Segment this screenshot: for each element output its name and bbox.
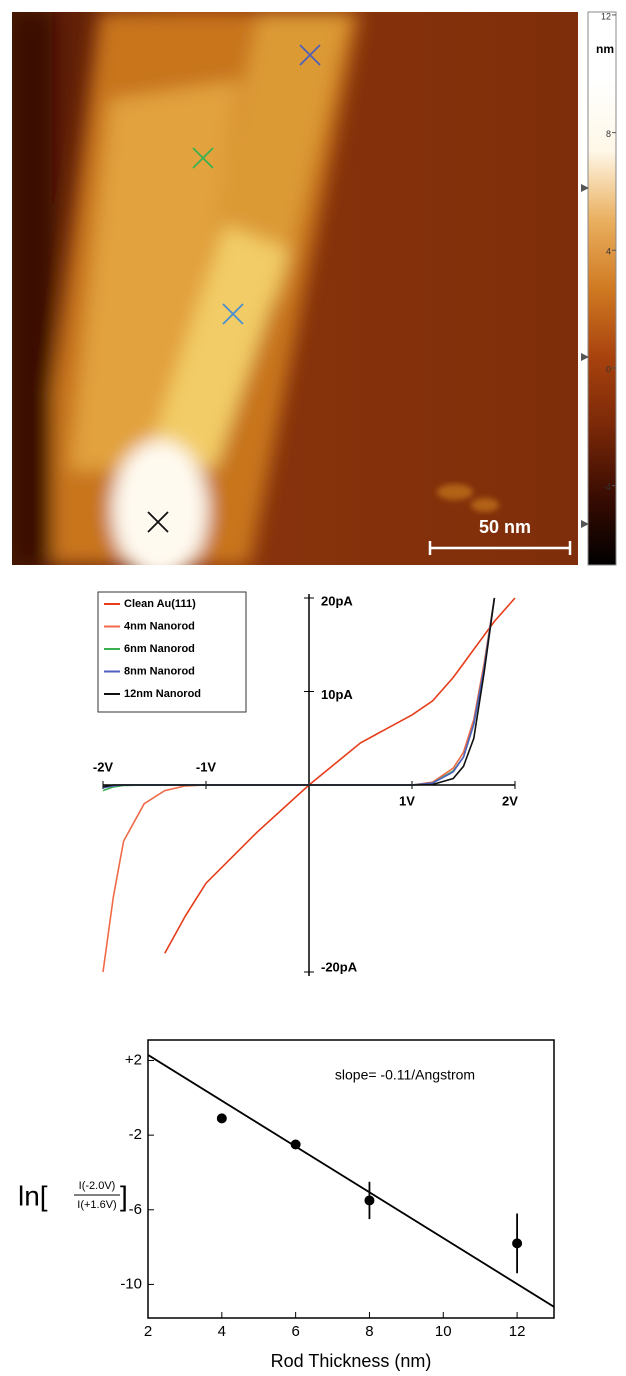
- y-label-suffix: ]: [120, 1180, 128, 1211]
- y-tick-label: -2: [129, 1126, 142, 1143]
- data-point: [291, 1139, 301, 1149]
- data-point: [217, 1113, 227, 1123]
- figure: 50 nm 12 8 4 0 -4 nm slope= -0.11/Angstrom ln…: [0, 0, 626, 1376]
- y-label-denominator: I(+1.6V): [77, 1199, 116, 1211]
- scale-bar-label: 50 nm: [479, 517, 531, 537]
- stm-image: [12, 12, 578, 580]
- colorbar-tick-label: 4: [606, 247, 611, 257]
- x-axis-label: Rod Thickness (nm): [271, 1351, 432, 1371]
- y-tick-label: -10: [120, 1275, 142, 1292]
- x-tick-label: 10: [435, 1323, 452, 1340]
- colorbar: 12 8 4 0 -4 nm: [588, 11, 616, 565]
- y-tick-label: 10pA: [321, 687, 353, 702]
- x-tick-label: 2: [144, 1323, 152, 1340]
- legend-label: 4nm Nanorod: [124, 620, 195, 632]
- x-tick-label: 4: [218, 1323, 226, 1340]
- legend-label: Clean Au(111): [124, 598, 196, 610]
- legend-label: 8nm Nanorod: [124, 665, 195, 677]
- data-point: [364, 1195, 374, 1205]
- x-tick-label: 6: [291, 1323, 299, 1340]
- y-label-numerator: I(-2.0V): [79, 1180, 116, 1192]
- fit-line: [148, 1055, 554, 1307]
- y-tick-label: -20pA: [321, 959, 358, 974]
- data-point: [512, 1238, 522, 1248]
- colorbar-tick-label: 0: [606, 364, 611, 374]
- x-tick-label: 8: [365, 1323, 373, 1340]
- legend-label: 6nm Nanorod: [124, 643, 195, 655]
- x-tick-label: 1V: [399, 793, 415, 808]
- legend-label: 12nm Nanorod: [124, 688, 201, 700]
- x-tick-label: -2V: [93, 759, 114, 774]
- y-tick-label: -6: [129, 1201, 142, 1218]
- colorbar-tick-label: -4: [603, 482, 611, 492]
- colorbar-tick-label: 8: [606, 129, 611, 139]
- x-tick-label: 12: [509, 1323, 526, 1340]
- colorbar-label: nm: [596, 42, 614, 56]
- annotation: slope= -0.11/Angstrom: [335, 1067, 475, 1083]
- page: 50 nm 12 8 4 0 -4 nm slope= -0.11/Angstrom ln…: [0, 0, 626, 1376]
- y-tick-label: 20pA: [321, 593, 353, 608]
- x-tick-label: 2V: [502, 793, 518, 808]
- colorbar-tick-label: 12: [601, 11, 611, 21]
- x-tick-label: -1V: [196, 759, 217, 774]
- y-tick-label: +2: [125, 1051, 142, 1068]
- y-label-prefix: ln[: [18, 1180, 48, 1211]
